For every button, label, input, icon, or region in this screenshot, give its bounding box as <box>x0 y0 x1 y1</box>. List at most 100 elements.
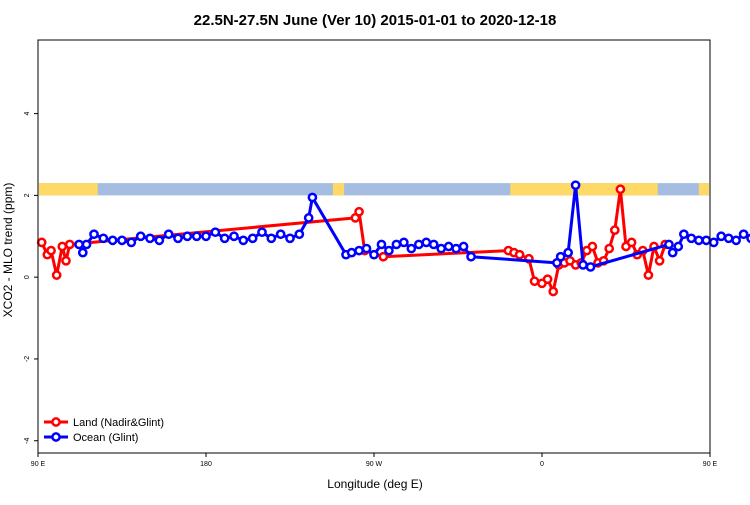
series-1-point-25 <box>294 229 305 240</box>
series-1-point-47 <box>555 251 566 262</box>
legend: Land (Nadir&Glint) Ocean (Glint) <box>44 417 164 444</box>
series-1-point-50 <box>578 260 588 270</box>
series-1-point-29 <box>346 247 357 258</box>
series-0-point-28 <box>604 243 615 254</box>
series-0-point-13 <box>514 249 525 260</box>
series-1-point-5 <box>107 235 118 246</box>
land-band-segment-1 <box>332 183 345 196</box>
y-tick-label-2: 0 <box>24 275 31 279</box>
series-1-point-23 <box>275 229 286 240</box>
series-0-point-29 <box>609 225 620 235</box>
x-tick-label-0: 90 E <box>31 461 46 468</box>
series-1-point-34 <box>384 245 394 256</box>
legend-label-1: Ocean (Glint) <box>73 432 138 444</box>
series-1-point-30 <box>354 245 364 256</box>
series-1-point-59 <box>708 237 719 248</box>
series-1-point-33 <box>376 239 387 250</box>
series-0-point-4 <box>57 241 68 252</box>
series-1-point-56 <box>686 233 697 244</box>
series-1-point-3 <box>89 229 99 240</box>
series-1-point-35 <box>391 239 402 250</box>
series-1-point-40 <box>428 239 439 250</box>
series-1-point-44 <box>458 241 469 252</box>
series-1-point-32 <box>369 249 379 260</box>
series-0-point-2 <box>46 245 56 256</box>
series-1-point-62 <box>731 235 741 246</box>
series-1-point-20 <box>247 233 258 244</box>
series-1-point-48 <box>563 247 573 258</box>
series-0-point-25 <box>587 241 598 252</box>
series-1-point-55 <box>679 229 689 240</box>
series-0-point-37 <box>654 255 665 266</box>
series-0-point-17 <box>542 274 553 285</box>
series-0-point-8 <box>354 206 364 217</box>
series-1-point-42 <box>443 241 454 252</box>
series-1-point-1 <box>77 247 88 258</box>
series-1-point-39 <box>421 237 432 248</box>
x-tick-label-2: 90 W <box>366 461 383 468</box>
land-ocean-band <box>39 183 709 196</box>
series-1-point-57 <box>693 235 704 246</box>
series-1-point-37 <box>406 243 417 254</box>
y-axis-label: XCO2 - MLO trend (ppm) <box>1 183 15 318</box>
series-0-point-3 <box>51 270 62 280</box>
series-1-point-8 <box>135 231 146 242</box>
y-tick-label-0: -4 <box>24 438 31 444</box>
series-1-point-10 <box>154 235 165 246</box>
series-1-point-36 <box>399 237 409 248</box>
series-0-point-18 <box>548 286 559 297</box>
series-1-point-16 <box>210 227 221 238</box>
series-0-point-6 <box>64 239 75 250</box>
series-0-point-35 <box>643 270 654 280</box>
legend-marker-0 <box>51 417 61 427</box>
x-tick-label-1: 180 <box>200 461 212 468</box>
series-1-point-0 <box>74 239 84 250</box>
series-1-point-60 <box>716 231 727 242</box>
legend-marker-1 <box>51 432 61 442</box>
series-1-point-58 <box>701 235 712 246</box>
series-layer <box>36 180 750 297</box>
series-0-point-32 <box>626 237 637 248</box>
series-1-point-52 <box>664 239 674 250</box>
series-1-point-9 <box>145 233 155 244</box>
series-1-point-38 <box>413 239 424 250</box>
series-0-point-30 <box>615 184 626 195</box>
x-tick-label-3: 0 <box>540 461 544 468</box>
series-0-point-10 <box>378 251 389 262</box>
series-1-point-31 <box>361 243 372 254</box>
chart-title: 22.5N-27.5N June (Ver 10) 2015-01-01 to … <box>194 12 557 29</box>
y-tick-label-1: -2 <box>24 356 31 362</box>
x-tick-label-4: 90 E <box>703 461 718 468</box>
series-1-point-21 <box>257 227 267 238</box>
series-0-point-5 <box>61 255 71 266</box>
series-1-point-45 <box>466 251 476 262</box>
series-1-point-61 <box>723 233 734 244</box>
series-1-point-51 <box>585 262 596 272</box>
series-1-point-2 <box>81 239 92 250</box>
series-1-point-63 <box>738 229 749 240</box>
series-1-point-19 <box>238 235 249 246</box>
legend-label-0: Land (Nadir&Glint) <box>73 417 164 429</box>
series-1-point-6 <box>117 235 127 246</box>
series-0-point-15 <box>529 276 540 287</box>
series-1-point-12 <box>173 233 183 244</box>
series-1-point-41 <box>436 243 447 254</box>
series-1-point-26 <box>303 213 314 223</box>
series-1-point-14 <box>191 231 202 242</box>
series-0-point-0 <box>36 237 47 248</box>
series-1-point-49 <box>570 180 581 191</box>
series-1-point-24 <box>285 233 295 244</box>
series-1-point-43 <box>451 243 461 254</box>
series-1-point-4 <box>98 233 109 244</box>
land-band-segment-2 <box>510 183 658 196</box>
land-band-segment-3 <box>698 183 709 196</box>
series-1-point-64 <box>746 233 750 244</box>
y-tick-label-4: 4 <box>24 112 31 116</box>
series-1-point-17 <box>219 233 230 244</box>
land-band-segment-0 <box>39 183 98 196</box>
series-1-point-7 <box>126 237 137 248</box>
series-1-point-13 <box>182 231 193 242</box>
series-1-point-54 <box>673 241 684 252</box>
series-1-point-27 <box>307 192 318 203</box>
